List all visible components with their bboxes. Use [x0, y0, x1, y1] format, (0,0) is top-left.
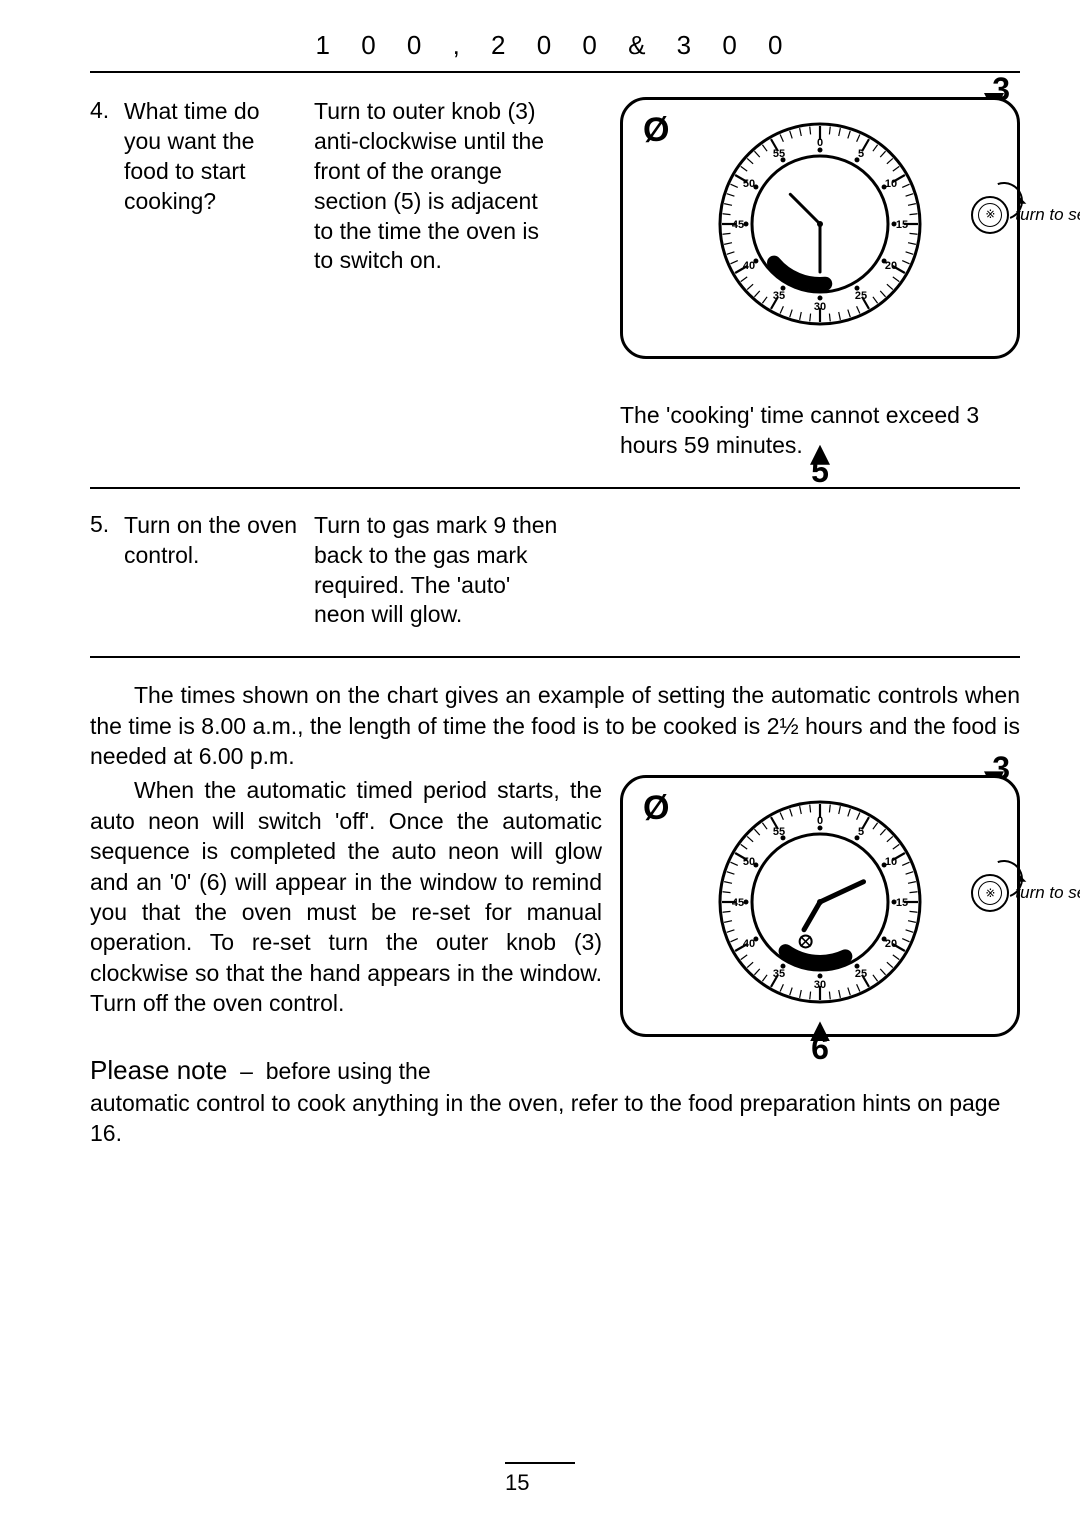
svg-text:45: 45 — [732, 897, 744, 909]
svg-text:50: 50 — [743, 856, 755, 868]
svg-text:5: 5 — [858, 148, 864, 160]
turn-to-set-knob: ※ turn to set — [971, 196, 1080, 234]
step-5-question: Turn on the oven control. — [124, 511, 314, 571]
svg-text:0: 0 — [817, 815, 823, 827]
turn-label: turn to set — [1015, 204, 1080, 226]
step-4-answer: Turn to outer knob (3) anti-clockwise un… — [314, 97, 574, 276]
explanation-block: The times shown on the chart gives an ex… — [90, 680, 1020, 1037]
svg-text:10: 10 — [885, 178, 897, 190]
diagram-label-5: 5 — [811, 451, 829, 493]
svg-text:20: 20 — [885, 938, 897, 950]
svg-text:25: 25 — [855, 290, 867, 302]
dial-frame-2: Ø 0510152025303540455055 ※ turn to set — [620, 775, 1020, 1037]
dial-frame: Ø 0510152025303540455055 ※ turn to set — [620, 97, 1020, 359]
please-note-lead: Please note — [90, 1055, 227, 1085]
dial-svg: 0 5 10 15 20 25 30 35 40 45 50 55 — [710, 114, 930, 334]
svg-text:15: 15 — [896, 219, 908, 231]
step-4-question: What time do you want the food to start … — [124, 97, 314, 217]
dial-face-2: 0 5 10 15 20 25 30 35 40 45 50 55 — [710, 792, 930, 1012]
svg-text:35: 35 — [773, 968, 785, 980]
svg-text:20: 20 — [885, 260, 897, 272]
svg-text:30: 30 — [814, 979, 826, 991]
step-4-5-rule — [90, 487, 1020, 489]
null-set-icon-2: Ø — [643, 786, 669, 831]
svg-text:40: 40 — [743, 260, 755, 272]
step-5-rule — [90, 656, 1020, 658]
explanation-para-1: The times shown on the chart gives an ex… — [90, 680, 1020, 771]
please-note-body-rest: automatic control to cook anything in th… — [90, 1090, 1000, 1146]
header-rule — [90, 71, 1020, 73]
please-note-block: Please note – before using the automatic… — [90, 1053, 1020, 1148]
diagram2-label-6: 6 — [811, 1027, 829, 1069]
svg-text:30: 30 — [814, 301, 826, 313]
step-4-diagram-col: 3 Ø 0510152025303540455055 ※ turn to set… — [574, 97, 1020, 461]
dial-svg-2: 0 5 10 15 20 25 30 35 40 45 50 55 — [710, 792, 930, 1012]
explanation-para-2: When the automatic timed period starts, … — [90, 775, 602, 1018]
svg-text:50: 50 — [743, 178, 755, 190]
turn-label-2: turn to set — [1015, 882, 1080, 904]
step-5: 5. Turn on the oven control. Turn to gas… — [90, 501, 1020, 645]
dial-face: 0 5 10 15 20 25 30 35 40 45 50 55 — [710, 114, 930, 334]
turn-to-set-knob-2: ※ turn to set — [971, 874, 1080, 912]
svg-text:55: 55 — [773, 826, 785, 838]
svg-text:25: 25 — [855, 968, 867, 980]
explanation-diagram: 3 Ø 0510152025303540455055 ※ turn to set… — [620, 775, 1020, 1037]
svg-text:5: 5 — [858, 826, 864, 838]
svg-text:10: 10 — [885, 856, 897, 868]
step-5-number: 5. — [90, 511, 124, 538]
explanation-wrap: When the automatic timed period starts, … — [90, 775, 1020, 1037]
step-4-diagram: 3 Ø 0510152025303540455055 ※ turn to set… — [620, 97, 1020, 461]
step-5-answer: Turn to gas mark 9 then back to the gas … — [314, 511, 574, 631]
null-set-icon: Ø — [643, 108, 669, 152]
page-number: 15 — [505, 1462, 575, 1496]
svg-text:40: 40 — [743, 938, 755, 950]
model-range-header: 1 0 0 , 2 0 0 & 3 0 0 — [90, 30, 1020, 61]
please-note-body-start: before using the — [266, 1058, 431, 1084]
step-4-number: 4. — [90, 97, 124, 124]
svg-text:55: 55 — [773, 148, 785, 160]
svg-text:15: 15 — [896, 897, 908, 909]
step-4: 4. What time do you want the food to sta… — [90, 87, 1020, 475]
manual-page: 1 0 0 , 2 0 0 & 3 0 0 4. What time do yo… — [0, 0, 1080, 1526]
svg-text:45: 45 — [732, 219, 744, 231]
svg-text:35: 35 — [773, 290, 785, 302]
please-note-dash: – — [234, 1058, 266, 1084]
explanation-para-2-col: When the automatic timed period starts, … — [90, 775, 602, 1022]
svg-text:0: 0 — [817, 137, 823, 149]
